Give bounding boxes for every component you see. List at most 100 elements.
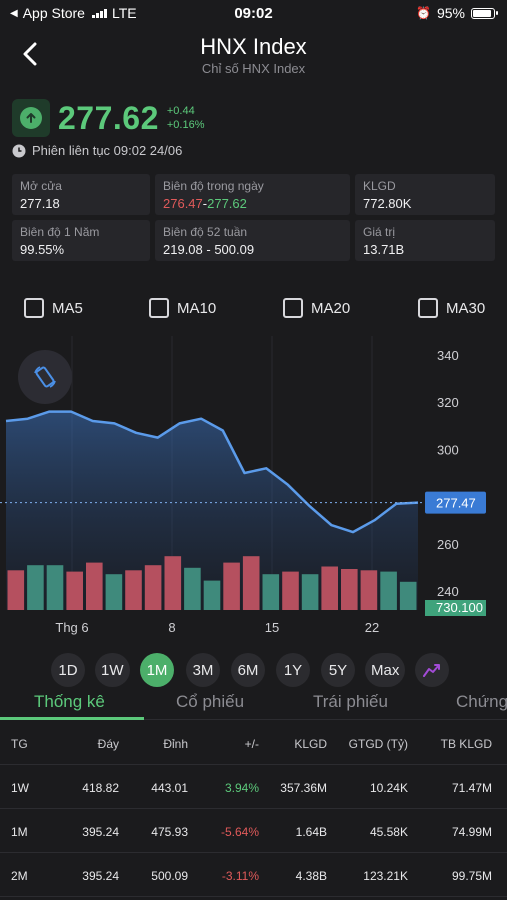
cell-change: -5.64% [220,825,259,839]
stat-value: 276.47-277.62 [163,196,342,211]
back-to-app-icon[interactable]: ◀ [10,7,18,19]
y-tick-label: 300 [437,442,459,457]
page-subtitle: Chỉ số HNX Index [201,61,306,76]
stat-value: 13.71B [363,242,405,257]
stat-value: 277.18 [20,196,60,211]
stat-open: Mở cửa 277.18 [12,174,150,215]
range-1y-button[interactable]: 1Y [276,653,310,687]
ma-toggle-row: MA5 MA10 MA20 MA30 [0,298,507,324]
volume-bar [282,571,299,610]
x-tick-label: Thg 6 [55,620,88,635]
stat-label: Biên độ trong ngày [163,179,264,193]
range-6m-button[interactable]: 6M [231,653,265,687]
volume-bar [262,574,280,610]
cell-period: 1W [11,781,29,795]
checkbox-icon [418,298,438,318]
chart-svg[interactable]: 340 320 300 260 240 277.47 730.100 Thg 6 8 15 22 [0,336,507,646]
ma30-checkbox[interactable]: MA30 [418,298,485,318]
ma10-checkbox[interactable]: MA10 [149,298,216,318]
ma-label: MA30 [446,299,486,317]
table-row[interactable]: 2M 395.24 500.09 -3.11% 4.38B 123.21K 99… [0,853,507,897]
tab-statistics[interactable]: Thống kê [34,692,105,711]
volume-bar [7,570,25,610]
y-tick-label: 240 [437,584,459,599]
y-tick-label: 260 [437,537,459,552]
volume-bar [164,556,182,610]
day-high: 277.62 [207,196,247,211]
active-tab-indicator [0,717,144,720]
cell-low: 395.24 [82,825,119,839]
x-tick-label: 15 [265,620,279,635]
cell-volume: 357.36M [280,781,327,795]
session-label: Phiên liên tục 09:02 24/06 [32,143,183,158]
day-low: 276.47 [163,196,203,211]
ma-label: MA20 [311,299,351,317]
price-change: +0.44 [166,105,195,117]
status-bar: ◀ App Store LTE 09:02 ⏰ 95% [0,0,507,30]
nav-bar: HNX Index Chỉ số HNX Index [0,30,507,80]
cell-value: 45.58K [369,825,408,839]
price-changes: +0.44 +0.16% [167,104,205,132]
table-header: TG Đáy Đỉnh +/- KLGD GTGD (Tỷ) TB KLGD [0,721,507,765]
range-1d-button[interactable]: 1D [51,653,85,687]
rotate-screen-button[interactable] [18,350,72,404]
stat-1y-range: Biên độ 1 Năm 99.55% [12,220,150,261]
header-value: GTGD (Tỷ) [348,737,408,751]
stat-volume: KLGD 772.80K [355,174,495,215]
tab-bonds[interactable]: Trái phiếu [313,692,388,711]
stat-value-traded: Giá trị 13.71B [355,220,495,261]
ma-label: MA10 [177,299,217,317]
cell-high: 443.01 [151,781,188,795]
stat-label: Biên độ 52 tuần [163,225,248,239]
back-button[interactable] [12,36,48,72]
header-change: +/- [244,737,259,751]
stat-label: Giá trị [363,225,396,239]
chart-type-button[interactable] [415,653,449,687]
volume-bar [341,569,358,610]
volume-bar [184,567,201,610]
volume-bar [144,565,162,610]
range-3m-button[interactable]: 3M [186,653,220,687]
cell-avg-volume: 71.47M [451,781,492,795]
arrow-up-icon [20,107,42,129]
line-chart-icon [423,664,440,677]
tab-stocks[interactable]: Cổ phiếu [176,692,245,711]
stat-value: 772.80K [363,196,412,211]
current-price-tag [425,491,486,514]
alarm-icon: ⏰ [416,6,431,20]
table-row[interactable]: 1M 395.24 475.93 -5.64% 1.64B 45.58K 74.… [0,809,507,853]
checkbox-icon [283,298,303,318]
range-max-button[interactable]: Max [365,653,406,687]
ma20-checkbox[interactable]: MA20 [283,298,350,318]
ma-label: MA5 [52,299,83,317]
volume-bar [399,581,417,610]
range-5y-button[interactable]: 5Y [321,653,355,687]
volume-bar [66,571,83,610]
volume-tag [425,600,486,616]
signal-icon [91,8,107,18]
current-price: 277.62 [58,99,159,136]
current-price-label: 277.47 [436,496,476,511]
price-chart[interactable]: 340 320 300 260 240 277.47 730.100 Thg 6 8 15 22 [0,336,507,646]
network-label: LTE [111,5,137,21]
carrier-label[interactable]: App Store [22,5,85,21]
battery-icon [471,7,498,19]
tab-securities[interactable]: Chứng [456,692,507,711]
volume-bar [360,570,378,610]
range-1m-button[interactable]: 1M [140,653,174,687]
stat-label: Biên độ 1 Năm [20,225,100,239]
ma5-checkbox[interactable]: MA5 [24,298,83,318]
status-left: ◀ App Store LTE [10,5,137,21]
table-row[interactable]: 1W 418.82 443.01 3.94% 357.36M 10.24K 71… [0,765,507,809]
cell-avg-volume: 99.75M [451,869,492,883]
chevron-left-icon [23,42,37,66]
y-tick-label: 340 [437,348,459,363]
trend-up-badge [12,99,50,137]
range-1w-button[interactable]: 1W [95,653,130,687]
volume-bar [301,574,319,610]
cell-high: 500.09 [151,869,188,883]
clock-icon [12,144,26,157]
volume-bar [105,574,123,610]
stat-value: 219.08 - 500.09 [163,242,255,257]
header-volume: KLGD [294,737,327,751]
